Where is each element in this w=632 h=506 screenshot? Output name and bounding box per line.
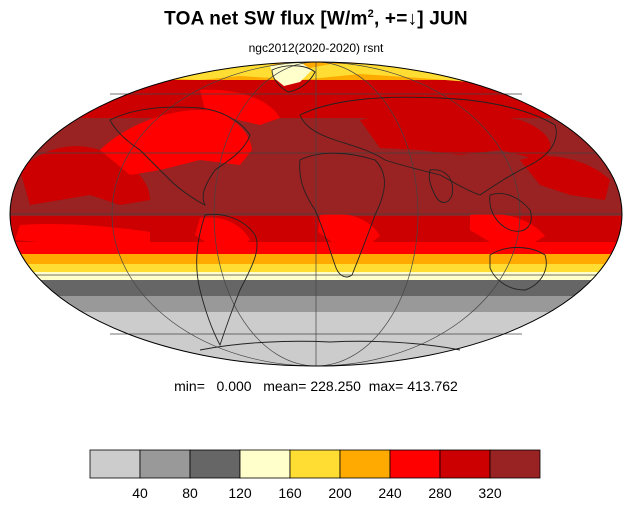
colorbar-box xyxy=(89,449,141,479)
coast-india xyxy=(428,169,453,203)
greenland-pale-patch xyxy=(270,62,312,86)
coast-australia xyxy=(489,247,547,291)
colorbar-tick-label: 200 xyxy=(328,485,352,501)
coast-europe-asia xyxy=(299,96,557,196)
chart-subtitle: ngc2012(2020-2020) rsnt xyxy=(248,41,384,55)
equator-red-amazon xyxy=(195,217,250,250)
colorbar-box xyxy=(339,449,391,479)
equator-red-maritime xyxy=(470,213,545,248)
equator-red-africa xyxy=(318,213,380,248)
coast-south-america xyxy=(196,213,258,347)
colorbar-box xyxy=(389,449,441,479)
colorbar-box xyxy=(489,449,541,479)
colorbar-boxes xyxy=(89,449,541,479)
colorbar-box xyxy=(439,449,491,479)
colorbar-tick-label: 80 xyxy=(182,485,198,501)
north-red-region-atlantic xyxy=(200,89,280,125)
colorbar-tick-label: 120 xyxy=(228,485,252,501)
stats-line: min= 0.000 mean= 228.250 max= 413.762 xyxy=(174,378,458,394)
coast-antarctica xyxy=(199,340,461,351)
colorbar-tick-label: 240 xyxy=(378,485,402,501)
coast-north-america xyxy=(109,106,251,207)
equator-red-east-pacific xyxy=(15,223,150,245)
north-red-region-pacific xyxy=(520,156,610,200)
colorbar-ticks: 40 80 120 160 200 240 280 320 xyxy=(132,485,502,501)
coastlines xyxy=(109,65,557,351)
chart-title: TOA net SW flux [W/m2, +=↓] JUN xyxy=(164,8,468,30)
colorbar-box xyxy=(239,449,291,479)
colorbar-box xyxy=(139,449,191,479)
colorbar-tick-label: 280 xyxy=(428,485,452,501)
colorbar-box xyxy=(189,449,241,479)
colorbar-tick-label: 160 xyxy=(278,485,302,501)
colorbar-tick-label: 40 xyxy=(132,485,148,501)
north-red-region-america xyxy=(100,110,252,175)
colorbar-tick-label: 320 xyxy=(478,485,502,501)
coast-africa xyxy=(299,152,385,278)
colorbar-box xyxy=(289,449,341,479)
globe-outline xyxy=(9,61,623,367)
coast-southeast-asia xyxy=(489,193,532,232)
coast-greenland xyxy=(271,65,316,93)
